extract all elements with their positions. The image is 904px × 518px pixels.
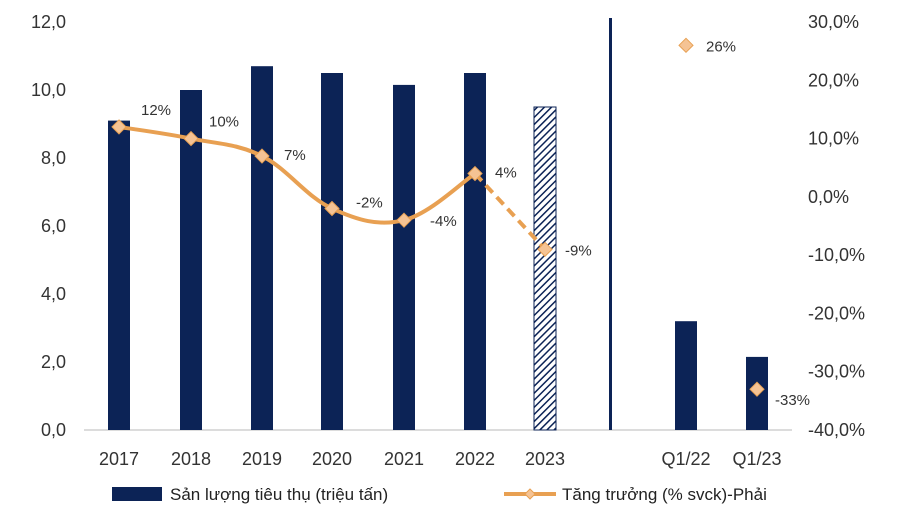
growth-data-label: 10% <box>209 114 239 131</box>
growth-data-label: -9% <box>565 242 592 259</box>
growth-line-series <box>111 37 765 397</box>
legend: Sản lượng tiêu thụ (triệu tấn) Tăng trưởn… <box>112 485 767 504</box>
legend-bar-label: Sản lượng tiêu thụ (triệu tấn) <box>170 485 388 504</box>
x-tick-label: 2020 <box>312 449 352 469</box>
legend-line-label: Tăng trưởng (% svck)-Phải <box>562 485 767 504</box>
y-left-tick-label: 8,0 <box>41 148 66 168</box>
y-right-tick-label: 0,0% <box>808 187 849 207</box>
x-tick-label: 2019 <box>242 449 282 469</box>
x-tick-label: 2017 <box>99 449 139 469</box>
growth-data-label: 4% <box>495 165 517 182</box>
growth-data-label: 26% <box>706 38 736 55</box>
bar <box>321 73 343 430</box>
bar <box>464 73 486 430</box>
bar <box>180 90 202 430</box>
legend-bar-swatch <box>112 487 162 501</box>
y-right-tick-label: 20,0% <box>808 70 859 90</box>
growth-marker <box>678 37 694 54</box>
x-tick-label: 2022 <box>455 449 495 469</box>
growth-marker <box>254 148 270 164</box>
growth-marker <box>111 119 127 135</box>
growth-marker <box>324 200 340 217</box>
growth-data-label: -4% <box>430 213 457 230</box>
x-tick-label: 2018 <box>171 449 211 469</box>
x-tick-label: 2021 <box>384 449 424 469</box>
growth-marker <box>396 212 412 228</box>
axes: 0,0 2,0 4,0 6,0 8,0 10,0 12,0 -40,0% -30,0% -20,0… <box>31 12 865 469</box>
y-right-tick-label: 10,0% <box>808 129 859 149</box>
y-left-tick-label: 0,0 <box>41 420 66 440</box>
y-left-tick-label: 2,0 <box>41 352 66 372</box>
y-left-tick-label: 6,0 <box>41 216 66 236</box>
data-labels: 12% 10% 7% -2% -4% 4% -9% 26% -33% <box>141 38 810 409</box>
y-right-tick-label: -30,0% <box>808 362 865 382</box>
y-right-tick-label: 30,0% <box>808 12 859 32</box>
y-left-tick-label: 4,0 <box>41 284 66 304</box>
bar <box>108 120 130 430</box>
growth-line-solid <box>118 124 477 225</box>
bar-series <box>108 66 768 431</box>
growth-line-dashed <box>473 172 547 251</box>
growth-data-label: 7% <box>284 147 306 164</box>
growth-marker <box>537 241 553 258</box>
y-right-tick-label: -20,0% <box>808 303 865 323</box>
y-left-tick-label: 10,0 <box>31 80 66 100</box>
bar <box>393 84 415 431</box>
growth-data-label: -33% <box>775 392 810 409</box>
growth-marker <box>467 165 483 182</box>
growth-data-label: -2% <box>356 195 383 212</box>
y-right-tick-label: -40,0% <box>808 420 865 440</box>
growth-marker <box>749 381 765 397</box>
growth-marker <box>183 130 199 147</box>
bar <box>675 321 697 430</box>
legend-line-marker <box>524 488 536 500</box>
growth-data-label: 12% <box>141 102 171 119</box>
y-left-tick-label: 12,0 <box>31 12 66 32</box>
x-tick-label: 2023 <box>525 449 565 469</box>
x-tick-label: Q1/23 <box>732 449 781 469</box>
x-tick-label: Q1/22 <box>661 449 710 469</box>
y-right-tick-label: -10,0% <box>808 245 865 265</box>
bar <box>251 66 273 430</box>
bar-hatched <box>533 106 557 431</box>
